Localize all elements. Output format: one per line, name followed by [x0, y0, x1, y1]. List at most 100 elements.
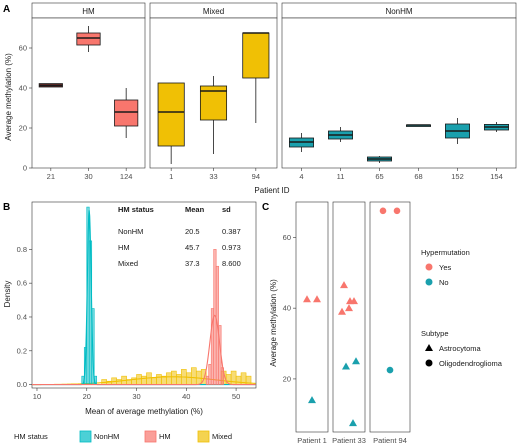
- facet-panel-Patient-1: [295, 201, 329, 433]
- hist-bar-Mixed: [176, 374, 182, 385]
- x-tick-label: 154: [490, 172, 503, 181]
- x-tick-label: 152: [451, 172, 464, 181]
- table-header: HM status: [118, 205, 154, 214]
- x-tick-label: 65: [375, 172, 383, 181]
- panel-b-histogram: Density Mean of average methylation (%) …: [3, 201, 257, 443]
- y-tick-label: 20: [19, 124, 27, 133]
- x-tick-label: 94: [252, 172, 260, 181]
- y-tick-label: 0.8: [17, 245, 27, 254]
- facet-panel-Patient-33: [332, 201, 366, 433]
- point-triangle-yes: [345, 304, 353, 312]
- box-patient-1: [157, 82, 185, 147]
- hist-bar-Mixed: [141, 375, 147, 385]
- y-tick-label: 60: [19, 44, 27, 53]
- box-patient-30: [76, 32, 101, 46]
- panel-c-ylabel: Average methylation (%): [269, 279, 278, 367]
- point-triangle-yes: [313, 295, 321, 303]
- x-tick-label: 50: [232, 392, 240, 401]
- facet-strip-label-HM: HM: [82, 7, 95, 16]
- legend-label-HM: HM: [159, 432, 171, 441]
- facet-panel-Patient-94: [369, 201, 411, 433]
- panel-a-xlabel: Patient ID: [254, 186, 289, 195]
- y-tick-label: 0.2: [17, 346, 27, 355]
- hist-bar-Mixed: [230, 370, 237, 385]
- legend-key-hyper-no: [425, 278, 433, 286]
- x-tick-label: 30: [84, 172, 92, 181]
- legend-label-Mixed: Mixed: [212, 432, 232, 441]
- point-circle-yes: [379, 207, 387, 215]
- x-tick-label: Patient 1: [297, 436, 327, 445]
- point-triangle-no: [349, 419, 357, 427]
- y-tick-label: 0: [23, 164, 27, 173]
- panel-c-legend-hyper-title: Hypermutation: [421, 248, 470, 257]
- table-cell: 8.600: [222, 259, 241, 268]
- hist-bar-Mixed: [235, 375, 242, 385]
- y-tick-label: 0.6: [17, 279, 27, 288]
- point-triangle-yes: [303, 295, 311, 303]
- panel-label-a: A: [3, 4, 10, 15]
- x-tick-label: 20: [83, 392, 91, 401]
- x-tick-label: Patient 94: [373, 436, 407, 445]
- y-tick-label: 40: [283, 304, 291, 313]
- y-tick-label: 20: [283, 374, 291, 383]
- x-tick-label: 1: [169, 172, 173, 181]
- table-cell: 0.973: [222, 243, 241, 252]
- table-header: Mean: [185, 205, 205, 214]
- legend-key-HM: [144, 430, 157, 443]
- legend-label-subtype: Astrocytoma: [439, 344, 482, 353]
- legend-key-triangle: [425, 344, 433, 351]
- legend-key-NonHM: [79, 430, 92, 443]
- x-tick-label: 30: [132, 392, 140, 401]
- point-triangle-no: [342, 362, 350, 370]
- point-triangle-yes: [338, 307, 346, 315]
- point-triangle-yes: [346, 297, 354, 305]
- hist-bar-Mixed: [146, 372, 152, 385]
- table-cell: 20.5: [185, 227, 200, 236]
- table-header: sd: [222, 205, 231, 214]
- hist-bar-HM: [208, 364, 212, 385]
- point-circle-no: [386, 366, 394, 374]
- legend-label-NonHM: NonHM: [94, 432, 119, 441]
- table-cell: 45.7: [185, 243, 200, 252]
- legend-label-subtype: Oligodendroglioma: [439, 359, 503, 368]
- point-triangle-yes: [340, 281, 348, 289]
- box-patient-94: [242, 32, 270, 79]
- x-tick-label: 4: [299, 172, 303, 181]
- hist-bar-HM: [205, 375, 210, 385]
- hist-bar-Mixed: [186, 372, 192, 385]
- panel-label-c: C: [262, 202, 269, 213]
- y-tick-label: 40: [19, 84, 27, 93]
- box-patient-124: [114, 99, 139, 127]
- legend-key-hyper-yes: [425, 263, 433, 271]
- point-circle-yes: [393, 207, 401, 215]
- table-cell: Mixed: [118, 259, 138, 268]
- legend-label-hyper-yes: Yes: [439, 263, 451, 272]
- legend-key-Mixed: [197, 430, 210, 443]
- panel-a-boxplot: Average methylation (%) Patient ID HM 21 3…: [4, 2, 517, 195]
- point-triangle-no: [308, 396, 316, 404]
- x-tick-label: 40: [182, 392, 190, 401]
- panel-a-ylabel: Average methylation (%): [4, 53, 13, 141]
- hist-bar-Mixed: [151, 377, 157, 385]
- panel-b-ylabel: Density: [3, 281, 12, 308]
- x-tick-label: 11: [337, 172, 345, 181]
- x-tick-label: 33: [209, 172, 217, 181]
- hist-bar-Mixed: [171, 370, 177, 385]
- table-cell: 37.3: [185, 259, 200, 268]
- point-triangle-no: [352, 357, 360, 365]
- panel-c-legend-subtype-title: Subtype: [421, 329, 449, 338]
- facet-strip-label-NonHM: NonHM: [385, 7, 412, 16]
- facet-strip-label-Mixed: Mixed: [203, 7, 224, 16]
- hist-bar-Mixed: [166, 372, 172, 385]
- x-tick-label: 21: [47, 172, 55, 181]
- density-curve-HM: [32, 314, 256, 386]
- panel-c-scatter: Average methylation (%) Hypermutation Su…: [269, 201, 503, 445]
- x-tick-label: 10: [33, 392, 41, 401]
- table-cell: NonHM: [118, 227, 143, 236]
- table-cell: HM: [118, 243, 130, 252]
- panel-b-legend-title: HM status: [14, 432, 48, 441]
- panel-label-b: B: [3, 202, 10, 213]
- hist-bar-Mixed: [156, 374, 162, 385]
- x-tick-label: 68: [414, 172, 422, 181]
